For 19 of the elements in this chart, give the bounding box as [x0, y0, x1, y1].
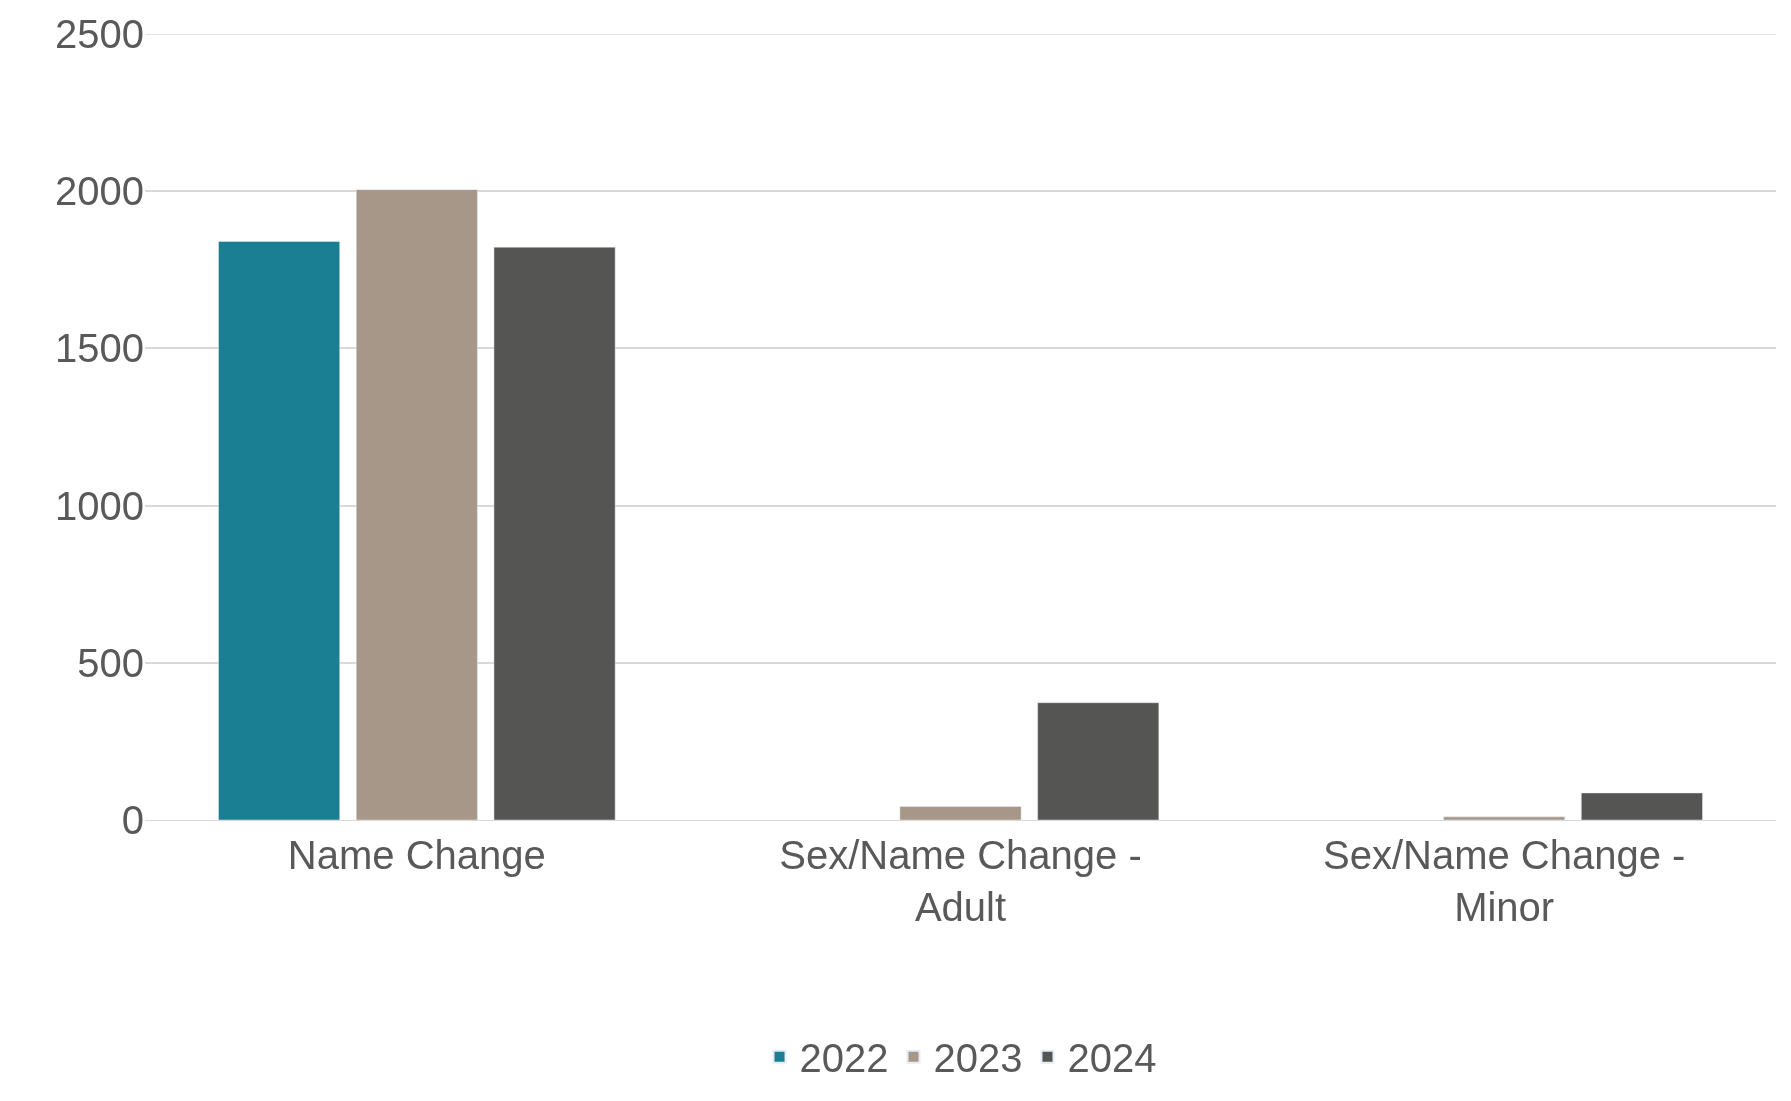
legend-label: 2023: [933, 1036, 1023, 1081]
legend-label: 2022: [799, 1036, 889, 1081]
y-tick-label: 1000: [55, 483, 144, 528]
y-tick-label: 2500: [55, 12, 144, 56]
bar: [355, 189, 478, 820]
bar: [493, 246, 616, 820]
bar: [1037, 702, 1160, 820]
x-tick-label: Sex/Name Change - Adult: [779, 833, 1142, 929]
x-tick-label: Name Change: [287, 833, 546, 877]
y-tick-label: 0: [121, 798, 144, 842]
legend-label: 2024: [1067, 1036, 1157, 1081]
y-tick-label: 2000: [55, 169, 144, 214]
bar: [1443, 816, 1566, 820]
bar: [1581, 792, 1703, 820]
y-tick-label: 1500: [55, 326, 144, 371]
bar: [899, 806, 1022, 820]
y-tick-label: 500: [77, 640, 144, 685]
bar: [218, 241, 340, 820]
x-tick-label: Sex/Name Change - Minor: [1322, 833, 1686, 929]
